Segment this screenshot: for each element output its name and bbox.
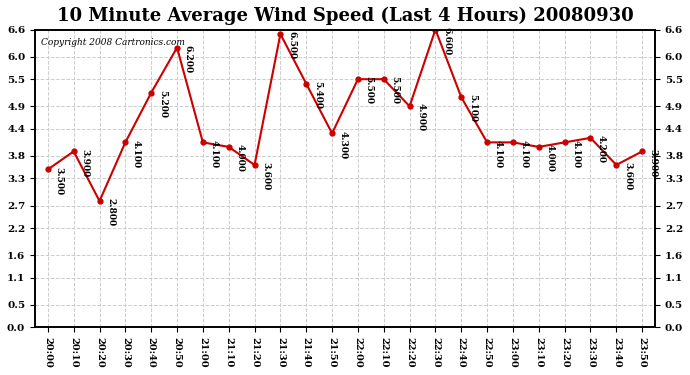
- Text: 5.100: 5.100: [468, 94, 477, 123]
- Text: 5.400: 5.400: [313, 81, 322, 109]
- Text: 4.000: 4.000: [235, 144, 244, 172]
- Title: 10 Minute Average Wind Speed (Last 4 Hours) 20080930: 10 Minute Average Wind Speed (Last 4 Hou…: [57, 7, 633, 25]
- Text: 6.600: 6.600: [442, 27, 451, 55]
- Text: 4.000: 4.000: [545, 144, 554, 172]
- Text: 5.500: 5.500: [391, 76, 400, 104]
- Text: 5.500: 5.500: [364, 76, 373, 104]
- Text: 3.900: 3.900: [649, 148, 658, 177]
- Text: 3.600: 3.600: [262, 162, 270, 190]
- Text: 4.100: 4.100: [210, 140, 219, 168]
- Text: 4.100: 4.100: [520, 140, 529, 168]
- Text: 4.100: 4.100: [494, 140, 503, 168]
- Text: 4.100: 4.100: [132, 140, 141, 168]
- Text: 2.800: 2.800: [106, 198, 115, 226]
- Text: 3.600: 3.600: [623, 162, 632, 190]
- Text: 5.200: 5.200: [158, 90, 167, 118]
- Text: Copyright 2008 Cartronics.com: Copyright 2008 Cartronics.com: [41, 39, 185, 48]
- Text: 3.500: 3.500: [55, 166, 63, 195]
- Text: 6.500: 6.500: [287, 31, 296, 59]
- Text: 4.900: 4.900: [416, 104, 425, 132]
- Text: 4.200: 4.200: [597, 135, 606, 163]
- Text: 4.100: 4.100: [571, 140, 580, 168]
- Text: 4.300: 4.300: [339, 130, 348, 159]
- Text: 6.200: 6.200: [184, 45, 193, 73]
- Text: 3.900: 3.900: [80, 148, 89, 177]
